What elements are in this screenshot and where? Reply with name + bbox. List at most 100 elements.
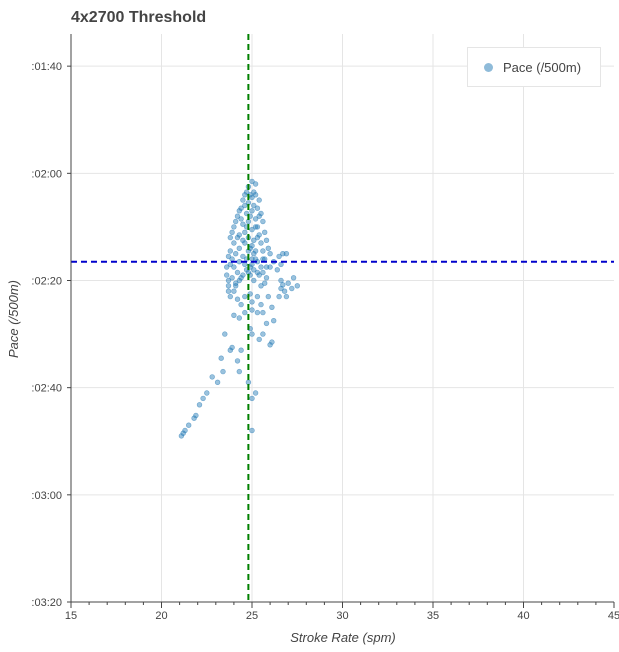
- data-point: [267, 342, 273, 348]
- y-axis-ticks: :01:40:02:00:02:20:02:40:03:00:03:20: [31, 61, 71, 609]
- legend-swatch-icon: [484, 62, 493, 72]
- data-point: [218, 355, 224, 361]
- data-point: [267, 251, 273, 257]
- data-point: [249, 226, 255, 233]
- data-point: [224, 272, 230, 278]
- y-tick-label: :02:00: [31, 168, 62, 180]
- data-point: [254, 293, 261, 300]
- data-point: [231, 288, 237, 294]
- data-point: [229, 344, 235, 351]
- data-point: [251, 277, 257, 284]
- data-point: [182, 427, 188, 434]
- data-point: [249, 331, 255, 337]
- x-tick-label: 40: [517, 610, 529, 622]
- data-point: [262, 229, 268, 236]
- data-point: [220, 368, 226, 375]
- data-point: [269, 304, 275, 310]
- data-point: [249, 243, 255, 249]
- data-point: [224, 264, 230, 270]
- data-point: [236, 232, 243, 238]
- data-point: [269, 339, 275, 345]
- data-point: [265, 245, 271, 252]
- data-point: [290, 275, 297, 281]
- data-point: [225, 283, 232, 289]
- data-point: [236, 277, 243, 284]
- data-point: [242, 229, 248, 236]
- x-axis-ticks: 15 20 25 30 35 40 45: [65, 602, 619, 622]
- x-tick-label: 20: [155, 610, 167, 622]
- data-point: [234, 296, 241, 302]
- data-point: [242, 240, 248, 246]
- data-point: [180, 430, 186, 436]
- data-point: [243, 189, 250, 195]
- legend: Pace (/500m): [467, 47, 601, 87]
- data-point: [245, 379, 252, 385]
- data-point: [260, 218, 266, 225]
- data-point: [186, 422, 192, 428]
- data-point: [227, 293, 234, 300]
- x-tick-label: 15: [65, 610, 77, 622]
- data-point: [196, 402, 203, 408]
- data-point: [238, 301, 244, 308]
- data-point: [227, 234, 234, 241]
- x-tick-label: 25: [246, 610, 258, 622]
- data-point: [260, 248, 266, 254]
- data-point: [231, 264, 237, 270]
- data-point: [271, 318, 277, 324]
- data-point: [231, 224, 237, 230]
- data-point: [260, 269, 266, 276]
- data-point: [240, 272, 246, 278]
- data-point: [233, 280, 239, 286]
- data-point: [252, 224, 259, 230]
- data-point: [229, 229, 235, 236]
- data-point: [242, 192, 248, 198]
- data-point: [283, 251, 290, 257]
- data-point: [256, 197, 262, 203]
- data-point: [238, 347, 244, 353]
- data-point: [238, 216, 244, 222]
- data-point: [263, 275, 270, 281]
- data-point: [178, 433, 185, 439]
- data-point: [254, 309, 261, 316]
- data-point: [231, 312, 237, 318]
- data-point: [251, 267, 257, 273]
- data-point: [200, 395, 206, 402]
- data-point: [256, 213, 262, 219]
- data-point: [236, 259, 243, 265]
- data-point: [238, 205, 244, 211]
- data-point: [249, 427, 255, 434]
- y-tick-label: :02:20: [31, 275, 62, 287]
- data-point: [227, 347, 234, 353]
- data-point: [258, 264, 264, 270]
- data-point: [274, 267, 280, 273]
- data-point: [240, 197, 246, 203]
- data-point: [225, 253, 232, 260]
- data-point: [240, 253, 246, 260]
- data-point: [240, 237, 246, 244]
- data-point: [222, 331, 228, 337]
- data-point: [236, 245, 243, 252]
- data-point: [289, 285, 295, 292]
- data-point: [252, 248, 259, 254]
- data-point: [242, 293, 248, 300]
- data-point: [256, 336, 262, 343]
- data-point: [229, 275, 235, 281]
- data-point: [285, 280, 291, 286]
- data-point: [242, 202, 248, 209]
- data-point: [249, 178, 255, 185]
- data-point: [280, 282, 286, 288]
- y-tick-label: :03:00: [31, 490, 62, 502]
- data-point: [251, 189, 257, 195]
- data-point: [252, 390, 259, 396]
- data-point: [234, 234, 241, 241]
- data-point: [262, 280, 268, 286]
- data-point: [263, 320, 270, 327]
- data-point: [276, 293, 282, 300]
- data-point: [234, 213, 241, 219]
- reference-lines-front: [71, 34, 614, 602]
- data-point: [249, 299, 255, 305]
- data-point: [254, 269, 261, 276]
- data-point: [252, 216, 259, 222]
- data-point: [252, 181, 259, 187]
